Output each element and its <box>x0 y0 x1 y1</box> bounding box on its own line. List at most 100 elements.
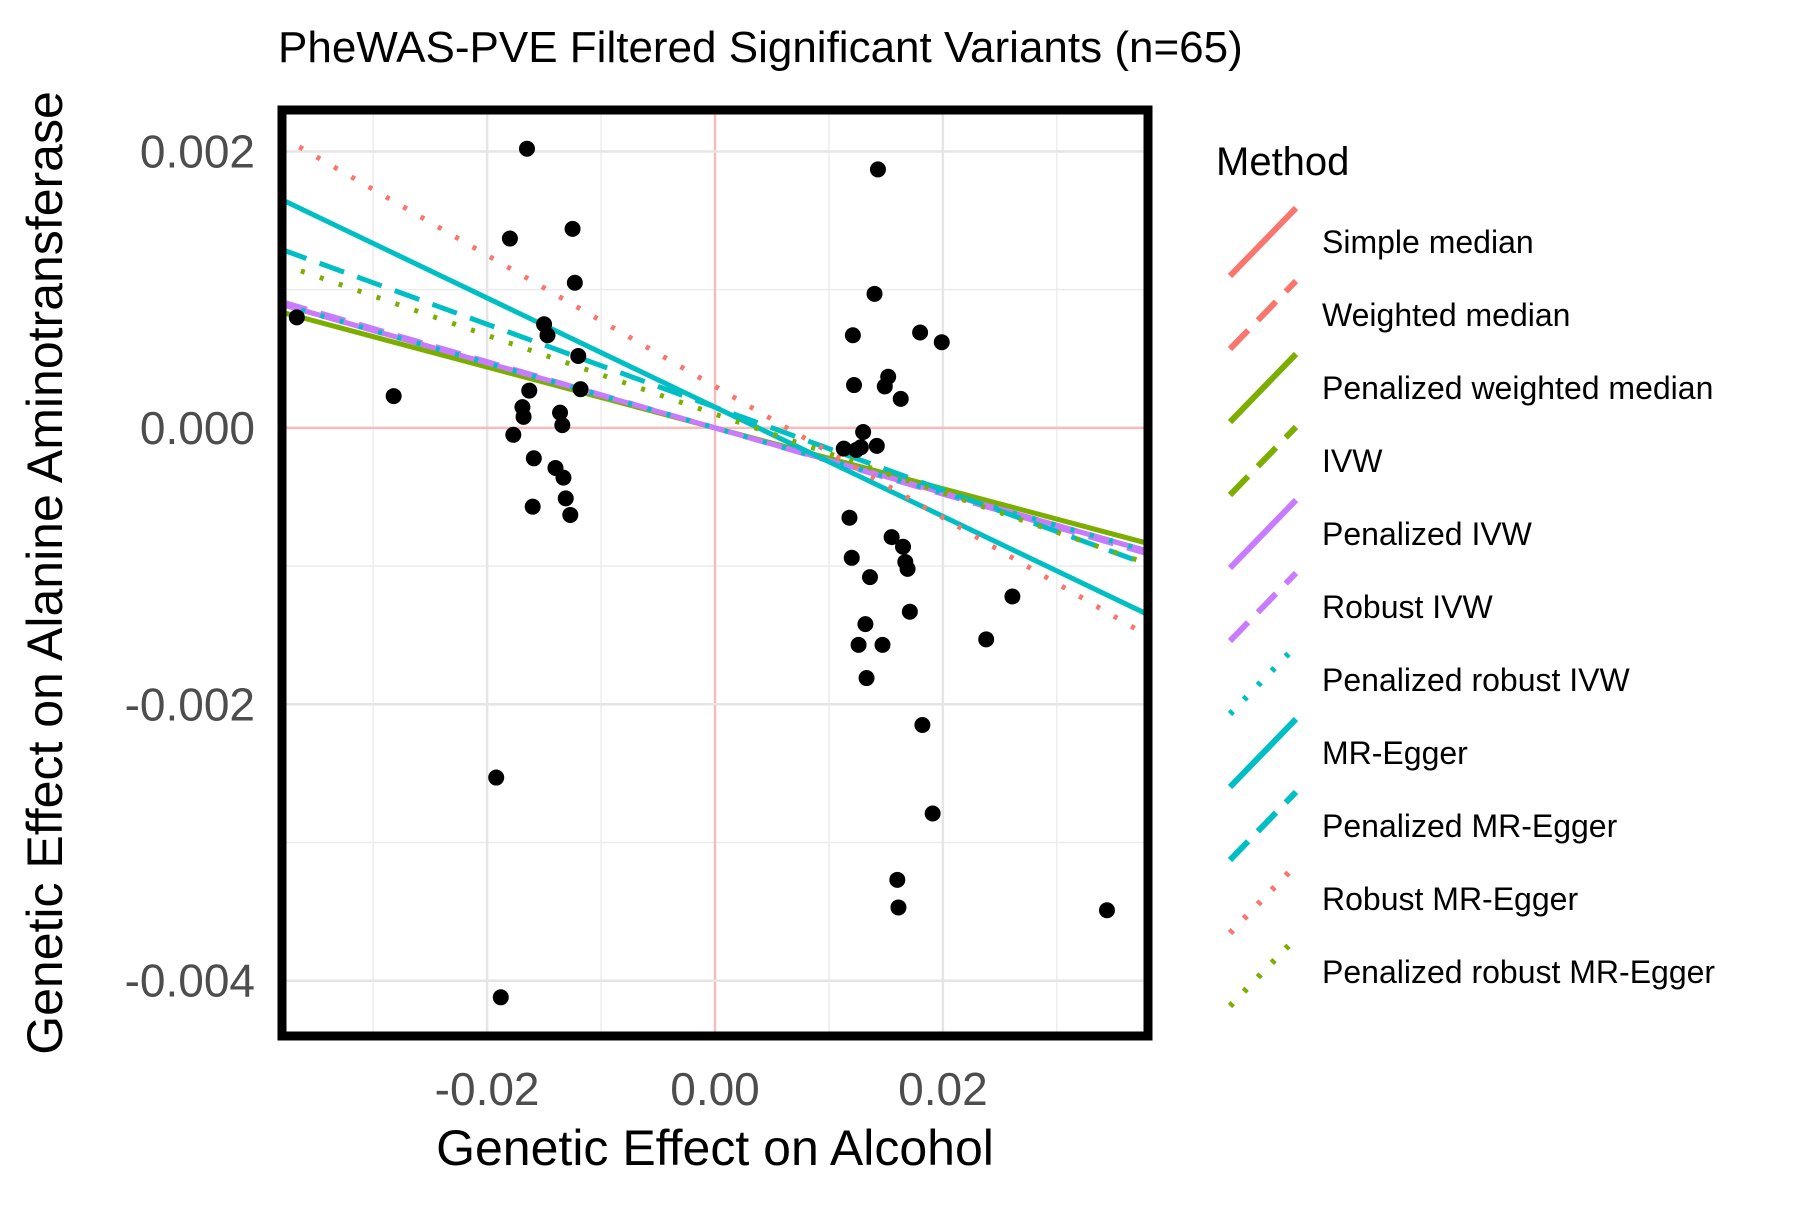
data-point <box>552 404 569 421</box>
data-point <box>855 424 872 441</box>
data-point <box>899 560 916 577</box>
data-point <box>866 285 883 302</box>
data-point <box>852 439 869 456</box>
data-point <box>521 382 538 399</box>
data-point <box>1004 588 1021 605</box>
data-point <box>883 529 900 546</box>
data-point <box>557 490 574 507</box>
data-point <box>515 408 532 425</box>
legend-label: Penalized weighted median <box>1322 370 1713 406</box>
data-point <box>912 324 929 341</box>
data-point <box>835 440 852 457</box>
legend-item: Penalized weighted median <box>1227 351 1713 425</box>
data-point <box>868 437 885 454</box>
y-axis-ticks: 0.002 0.000 -0.002 -0.004 <box>125 125 255 1006</box>
data-point <box>518 140 535 157</box>
legend-key <box>1227 716 1299 790</box>
data-point <box>901 603 918 620</box>
x-axis-label: Genetic Effect on Alcohol <box>436 1120 994 1176</box>
legend-item: IVW <box>1227 424 1383 498</box>
legend-item: Penalized robust MR-Egger <box>1227 935 1715 1009</box>
legend-item: Penalized robust IVW <box>1227 643 1631 717</box>
data-point <box>841 509 858 526</box>
legend-label: Penalized MR-Egger <box>1322 808 1618 844</box>
legend-key <box>1227 935 1299 1009</box>
legend-key <box>1227 424 1299 498</box>
data-point <box>501 230 518 247</box>
data-point <box>505 426 522 443</box>
x-axis-ticks: -0.02 0.00 0.02 <box>435 1063 988 1115</box>
legend-label: Robust IVW <box>1322 589 1494 625</box>
data-point <box>288 309 305 326</box>
data-point <box>846 377 863 394</box>
legend-item: Robust MR-Egger <box>1227 862 1578 936</box>
legend-key <box>1227 205 1299 279</box>
legend-label: IVW <box>1322 443 1383 479</box>
legend: Simple median Weighted median Penalized we… <box>1227 205 1715 1009</box>
x-tick-label: 0.00 <box>670 1063 760 1115</box>
legend-label: Penalized IVW <box>1322 516 1533 552</box>
legend-label: Robust MR-Egger <box>1322 881 1578 917</box>
chart-title: PheWAS-PVE Filtered Significant Variants… <box>278 23 1243 72</box>
legend-key <box>1227 351 1299 425</box>
legend-label: MR-Egger <box>1322 735 1468 771</box>
data-point <box>890 899 907 916</box>
data-point <box>978 631 995 648</box>
data-point <box>843 549 860 566</box>
legend-item: Penalized IVW <box>1227 497 1533 571</box>
data-point <box>554 417 571 434</box>
data-point <box>924 805 941 822</box>
data-points <box>288 140 1115 1006</box>
x-tick-label: -0.02 <box>435 1063 540 1115</box>
data-point <box>858 670 875 687</box>
legend-label: Weighted median <box>1322 297 1570 333</box>
x-tick-label: 0.02 <box>898 1063 988 1115</box>
legend-key <box>1227 643 1299 717</box>
regression-line-robust-ivw <box>282 299 1148 557</box>
legend-item: Penalized MR-Egger <box>1227 789 1618 863</box>
legend-key <box>1227 789 1299 863</box>
legend-title: Method <box>1216 140 1349 184</box>
plot-frame <box>277 105 1153 1041</box>
y-tick-label: -0.004 <box>125 955 255 1007</box>
data-point <box>869 161 886 178</box>
data-point <box>566 274 583 291</box>
y-tick-label: 0.000 <box>140 402 255 454</box>
legend-item: MR-Egger <box>1227 716 1468 790</box>
data-point <box>1098 902 1115 919</box>
y-tick-label: -0.002 <box>125 678 255 730</box>
grid <box>282 110 1148 1036</box>
data-point <box>874 636 891 653</box>
data-point <box>850 636 867 653</box>
data-point <box>385 388 402 405</box>
data-point <box>933 334 950 351</box>
data-point <box>895 538 912 555</box>
data-point <box>488 769 505 786</box>
legend-label: Simple median <box>1322 224 1534 260</box>
legend-key <box>1227 278 1299 352</box>
legend-item: Weighted median <box>1227 278 1570 352</box>
legend-label: Penalized robust MR-Egger <box>1322 954 1715 990</box>
data-point <box>562 506 579 523</box>
data-point <box>844 327 861 344</box>
data-point <box>889 871 906 888</box>
legend-item: Simple median <box>1227 205 1534 279</box>
regression-line-penalized-robust-mr-egger <box>282 262 1148 567</box>
legend-label: Penalized robust IVW <box>1322 662 1631 698</box>
data-point <box>555 469 572 486</box>
data-point <box>914 717 931 734</box>
data-point <box>492 989 509 1006</box>
legend-key <box>1227 862 1299 936</box>
y-tick-label: 0.002 <box>140 125 255 177</box>
data-point <box>539 327 556 344</box>
regression-lines <box>282 134 1148 639</box>
data-point <box>572 381 589 398</box>
data-point <box>857 616 874 633</box>
legend-item: Robust IVW <box>1227 570 1494 644</box>
data-point <box>892 390 909 407</box>
data-point <box>861 569 878 586</box>
data-point <box>524 498 541 515</box>
y-axis-label: Genetic Effect on Alanine Aminotransfera… <box>17 91 73 1055</box>
